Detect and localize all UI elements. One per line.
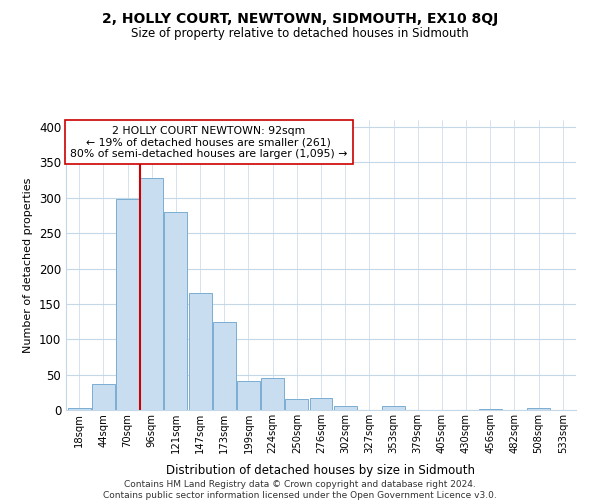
Y-axis label: Number of detached properties: Number of detached properties — [23, 178, 34, 352]
Bar — [140, 178, 163, 410]
X-axis label: Distribution of detached houses by size in Sidmouth: Distribution of detached houses by size … — [167, 464, 476, 477]
Bar — [164, 212, 187, 410]
Text: Size of property relative to detached houses in Sidmouth: Size of property relative to detached ho… — [131, 28, 469, 40]
Bar — [237, 381, 260, 410]
Text: 2, HOLLY COURT, NEWTOWN, SIDMOUTH, EX10 8QJ: 2, HOLLY COURT, NEWTOWN, SIDMOUTH, EX10 … — [102, 12, 498, 26]
Bar — [213, 322, 236, 410]
Bar — [382, 406, 405, 410]
Bar — [68, 408, 91, 410]
Bar — [188, 292, 212, 410]
Bar — [261, 378, 284, 410]
Bar — [92, 384, 115, 410]
Bar — [527, 408, 550, 410]
Text: 2 HOLLY COURT NEWTOWN: 92sqm
← 19% of detached houses are smaller (261)
80% of s: 2 HOLLY COURT NEWTOWN: 92sqm ← 19% of de… — [70, 126, 347, 159]
Text: Contains HM Land Registry data © Crown copyright and database right 2024.: Contains HM Land Registry data © Crown c… — [124, 480, 476, 489]
Bar — [310, 398, 332, 410]
Bar — [334, 406, 356, 410]
Bar — [116, 199, 139, 410]
Bar — [286, 398, 308, 410]
Text: Contains public sector information licensed under the Open Government Licence v3: Contains public sector information licen… — [103, 491, 497, 500]
